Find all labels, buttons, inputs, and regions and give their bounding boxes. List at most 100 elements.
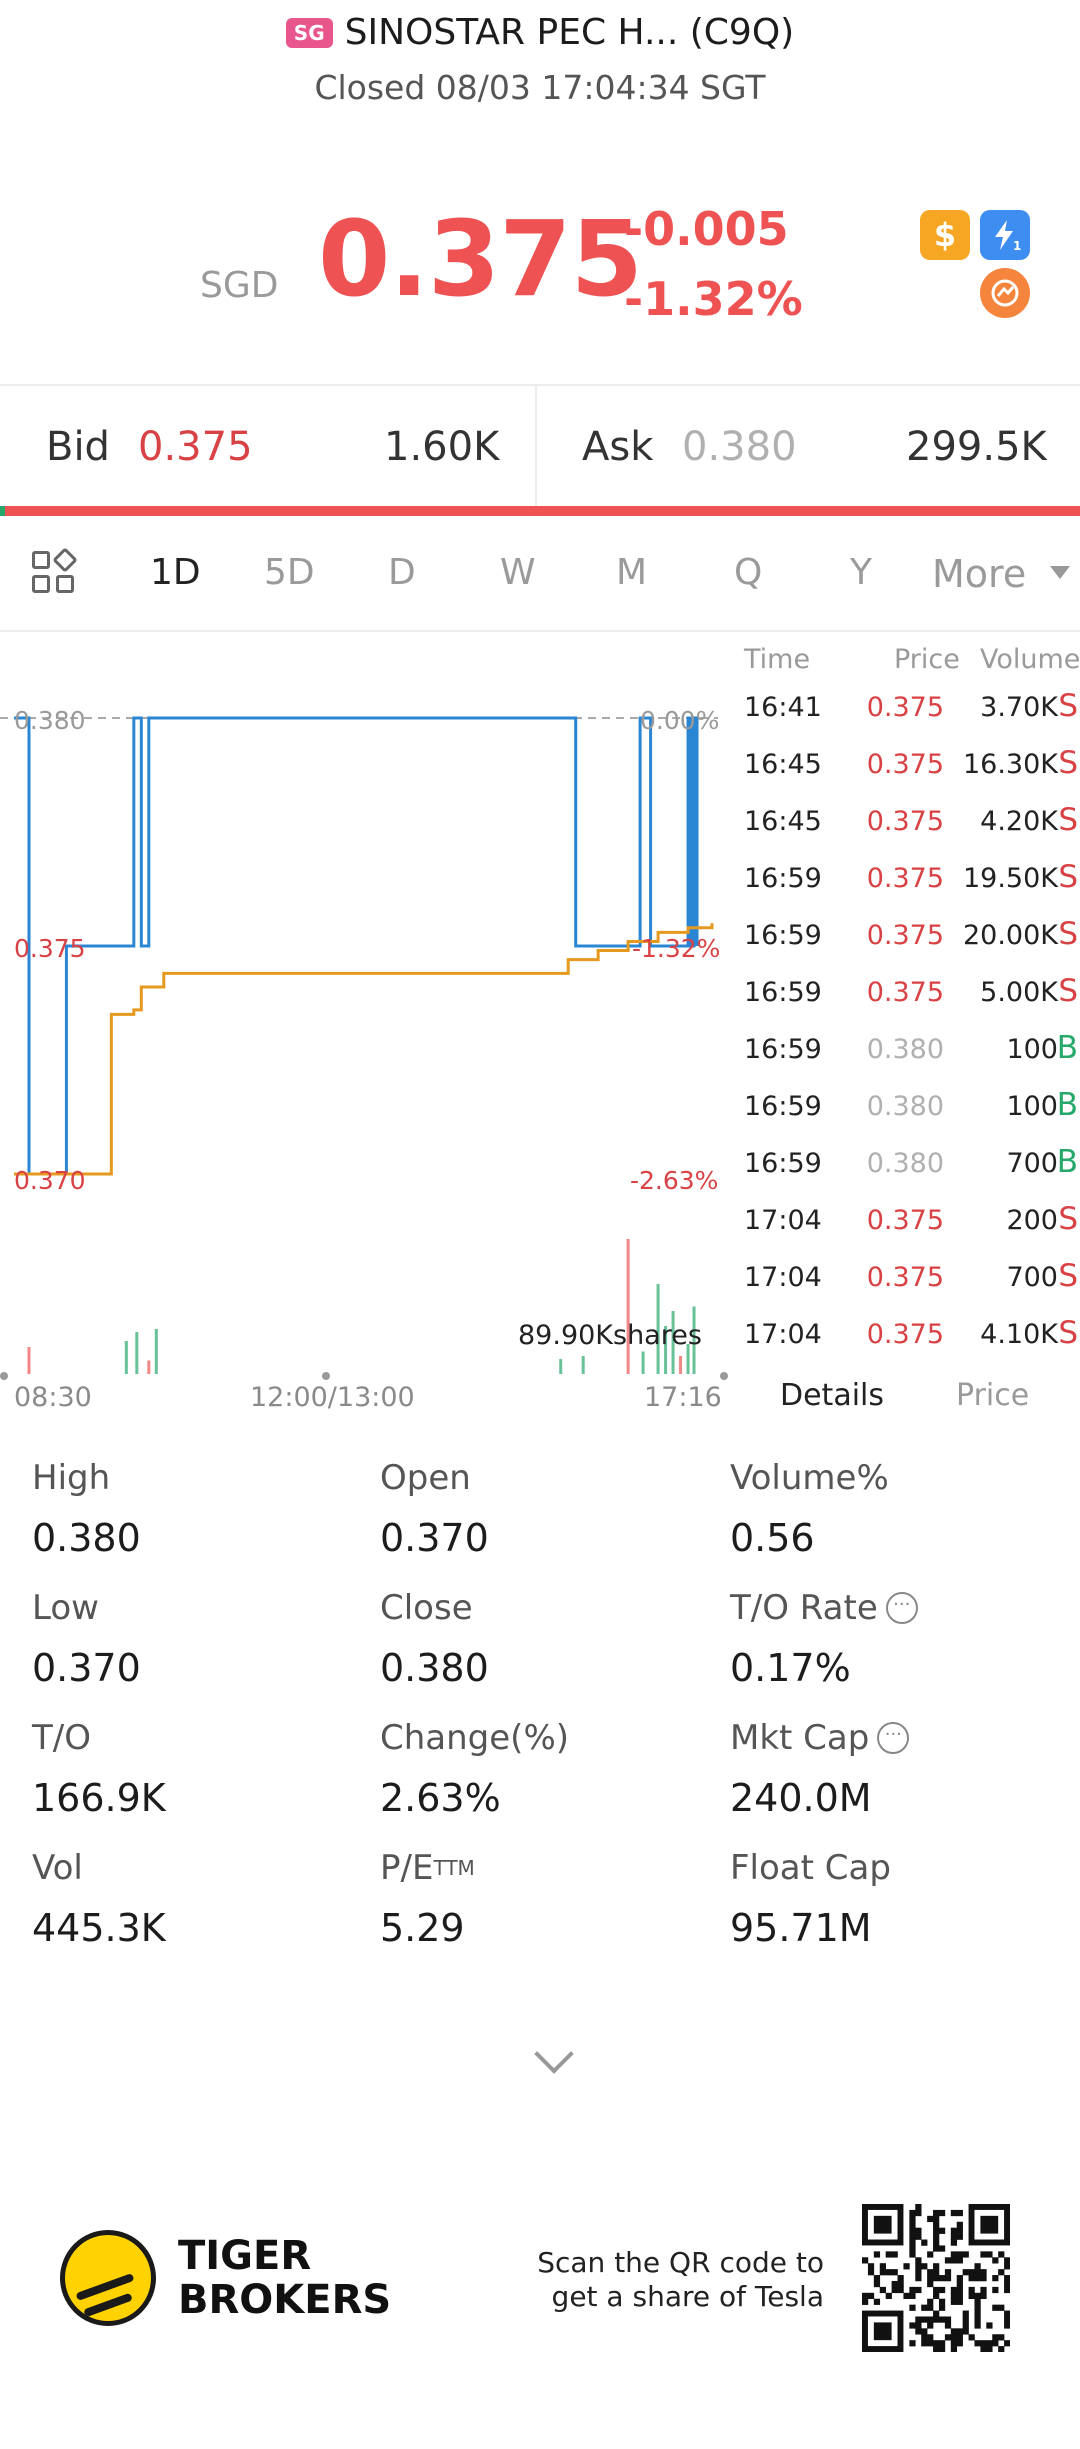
stock-header: SG SINOSTAR PEC H... (C9Q) Closed 08/03 … [0, 0, 1080, 120]
dollar-icon[interactable]: $ [920, 210, 970, 260]
stat-float-cap: Float Cap 95.71M [730, 1848, 891, 1950]
volume-bar [671, 1311, 675, 1374]
y-label-mid: 0.375 [14, 934, 86, 963]
pct-label-high: 0.00% [640, 706, 720, 735]
trade-side: B [1056, 1087, 1078, 1123]
ask-price: 0.380 [682, 424, 797, 470]
tab-price[interactable]: Price [956, 1378, 1030, 1413]
trade-volume: 700 [1006, 1148, 1058, 1179]
trade-side: S [1058, 859, 1078, 895]
tab-1d[interactable]: 1D [150, 552, 201, 593]
trade-row: 17:04 0.375 4.10K S [730, 1311, 1080, 1368]
bid-ask-panel[interactable]: Bid 0.375 1.60K Ask 0.380 299.5K [0, 386, 1080, 506]
trade-time: 16:59 [744, 1034, 822, 1065]
volume-bar [581, 1356, 585, 1374]
tab-month[interactable]: M [616, 552, 648, 593]
axis-dot [0, 1372, 8, 1380]
y-label-high: 0.380 [14, 706, 86, 735]
title-row[interactable]: SG SINOSTAR PEC H... (C9Q) [0, 12, 1080, 53]
trade-volume: 19.50K [962, 863, 1058, 894]
volume-bar [664, 1326, 668, 1374]
trade-row: 16:59 0.380 100 B [730, 1026, 1080, 1083]
trade-side: S [1058, 1258, 1078, 1294]
trade-row: 16:45 0.375 16.30K S [730, 741, 1080, 798]
tab-details[interactable]: Details [780, 1378, 885, 1413]
tab-day[interactable]: D [388, 552, 416, 593]
trade-volume: 16.30K [962, 749, 1058, 780]
stat-volume: Vol 445.3K [32, 1848, 166, 1950]
tab-week[interactable]: W [500, 552, 536, 593]
price-change-percent: -1.32% [624, 272, 803, 326]
volume-label: 89.90Kshares [518, 1320, 702, 1351]
more-info-icon[interactable]: ··· [877, 1722, 910, 1754]
trade-time: 16:41 [744, 692, 822, 723]
trade-price: 0.375 [866, 977, 944, 1008]
trade-side: S [1058, 1315, 1078, 1351]
pct-label-low: -2.63% [630, 1166, 719, 1195]
trade-volume: 20.00K [962, 920, 1058, 951]
expand-chevron-icon[interactable] [534, 2034, 574, 2074]
trade-time: 16:45 [744, 806, 822, 837]
trade-side: S [1058, 745, 1078, 781]
bid-volume: 1.60K [384, 424, 500, 470]
volume-bar [559, 1359, 563, 1374]
swap-icon[interactable] [980, 268, 1030, 318]
trade-volume: 5.00K [980, 977, 1058, 1008]
currency-label: SGD [200, 265, 279, 306]
time-and-sales[interactable]: Time Price Volume 16:41 0.375 3.70K S 16:45 0… [730, 634, 1080, 1364]
trade-price: 0.375 [866, 692, 944, 723]
trade-price: 0.380 [866, 1148, 944, 1179]
y-label-low: 0.370 [14, 1166, 86, 1195]
trade-volume: 4.10K [980, 1319, 1058, 1350]
chevron-down-icon[interactable] [1050, 566, 1070, 579]
stat-volume-percent: Volume% 0.56 [730, 1458, 889, 1560]
market-status: Closed 08/03 17:04:34 SGT [314, 68, 766, 107]
trade-price: 0.380 [866, 1034, 944, 1065]
trade-price: 0.375 [866, 863, 944, 894]
header-price: Price [894, 644, 960, 675]
qr-code[interactable] [862, 2204, 1010, 2352]
trade-side: S [1058, 688, 1078, 724]
bid-ask-ratio-bar [0, 506, 1080, 516]
ask-volume: 299.5K [906, 424, 1047, 470]
trade-price: 0.375 [866, 1262, 944, 1293]
trade-row: 16:41 0.375 3.70K S [730, 684, 1080, 741]
volume-bar [626, 1239, 630, 1374]
bid-price: 0.375 [138, 424, 253, 470]
stat-turnover-rate: T/O Rate ··· 0.17% [730, 1588, 1060, 1690]
tab-more[interactable]: More [932, 552, 1027, 596]
trade-price: 0.375 [866, 1205, 944, 1236]
volume-bar [135, 1332, 139, 1374]
tab-5d[interactable]: 5D [264, 552, 315, 593]
volume-bar [692, 1306, 696, 1374]
trade-price: 0.380 [866, 1091, 944, 1122]
period-tabs: 1D 5D D W M Q Y More [0, 516, 1080, 632]
divider [0, 384, 1080, 386]
bid-label: Bid [46, 424, 110, 470]
header-time: Time [744, 644, 811, 675]
tab-quarter[interactable]: Q [734, 552, 763, 593]
bid-ask-separator [535, 386, 537, 506]
axis-dot [322, 1372, 330, 1380]
promo-text: Scan the QR code to get a share of Tesla [537, 2246, 824, 2313]
promo-banner[interactable]: TIGER BROKERS Scan the QR code to get a … [0, 2190, 1080, 2370]
trade-time: 16:59 [744, 1091, 822, 1122]
trade-time: 17:04 [744, 1319, 822, 1350]
trade-time: 17:04 [744, 1262, 822, 1293]
brand-name: TIGER BROKERS [178, 2233, 392, 2323]
svg-text:1: 1 [1013, 239, 1021, 253]
trade-row: 16:59 0.375 5.00K S [730, 969, 1080, 1026]
trade-side: B [1056, 1030, 1078, 1066]
volume-bar [679, 1356, 683, 1374]
volume-bar [686, 1344, 690, 1374]
trade-time: 16:59 [744, 977, 822, 1008]
quote-panel: SGD 0.375 -0.005 -1.32% $ 1 [0, 190, 1080, 340]
chart-layout-icon[interactable] [32, 547, 78, 597]
trade-volume: 100 [1006, 1034, 1058, 1065]
more-info-icon[interactable]: ··· [885, 1592, 918, 1624]
trade-volume: 3.70K [980, 692, 1058, 723]
lightning-level-1-icon[interactable]: 1 [980, 210, 1030, 260]
trade-row: 16:59 0.380 100 B [730, 1083, 1080, 1140]
tab-year[interactable]: Y [850, 552, 872, 593]
intraday-chart[interactable]: 0.380 0.375 0.370 0.00% -1.32% -2.63% 89… [0, 634, 728, 1413]
